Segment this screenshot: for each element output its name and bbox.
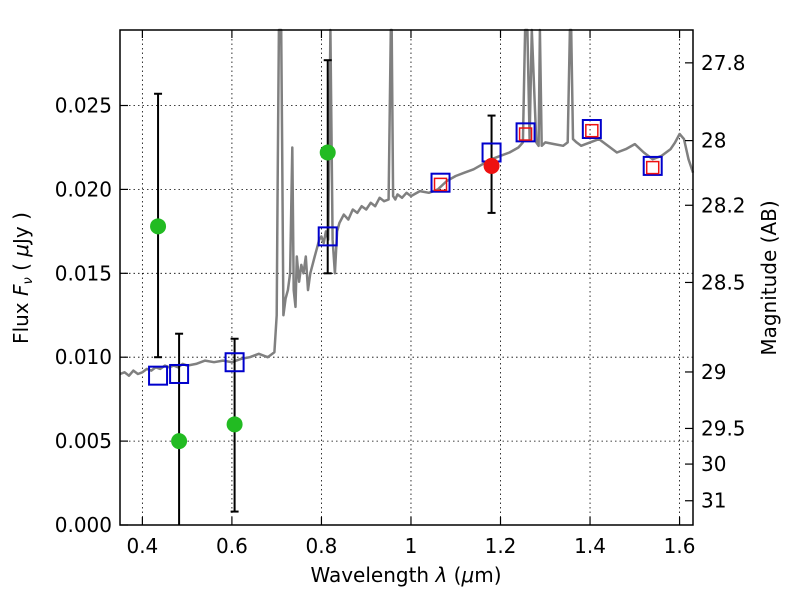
x-axis-label: Wavelength λ (μm)	[310, 563, 501, 587]
observed-green-point	[319, 144, 336, 161]
y-tick-label: 0.020	[55, 177, 112, 201]
x-tick-label: 1.6	[664, 534, 696, 558]
model-square	[581, 119, 602, 139]
x-tick-label: 1.4	[574, 534, 606, 558]
plot-frame	[119, 29, 694, 526]
y-tick-label: 0.000	[55, 513, 112, 537]
mag-ticks: 27.8 28 28.2 28.5 29 29.5 30 31	[685, 51, 746, 513]
model-square	[430, 172, 451, 193]
markers	[148, 119, 663, 450]
model-square	[148, 365, 169, 386]
mag-tick-label: 29	[701, 360, 726, 384]
model-square	[224, 352, 245, 373]
y-tick-label: 0.025	[55, 94, 112, 118]
y-tick-label: 0.005	[55, 429, 112, 453]
observed-red-point	[483, 157, 500, 174]
model-square	[515, 122, 536, 143]
mag-tick-label: 31	[701, 489, 726, 513]
y-tick-label: 0.010	[55, 345, 112, 369]
model-spectrum	[119, 28, 695, 377]
x-tick-label: 0.8	[306, 534, 338, 558]
x-tick-label: 0.6	[216, 534, 248, 558]
x-tick-label: 1	[405, 534, 418, 558]
mag-tick-label: 28.2	[701, 193, 746, 217]
observed-green-point	[150, 218, 167, 235]
y-ticks: 0.000 0.005 0.010 0.015 0.020 0.025	[55, 94, 128, 537]
x-tick-label: 1.2	[485, 534, 517, 558]
grid	[120, 30, 693, 525]
model-square	[642, 155, 663, 176]
model-square	[317, 226, 338, 247]
x-tick-label: 0.4	[126, 534, 158, 558]
mag-tick-label: 27.8	[701, 51, 746, 75]
observed-red-square	[518, 127, 533, 141]
model-square	[169, 363, 190, 384]
observed-red-square	[585, 123, 599, 138]
observed-red-square	[433, 177, 448, 192]
observed-green-point	[171, 433, 188, 450]
magnitude-axis-label: Magnitude (AB)	[757, 200, 781, 355]
observed-red-square	[645, 160, 660, 175]
x-ticks: 0.4 0.6 0.8 1 1.2 1.4 1.6	[126, 30, 695, 558]
y-axis-label: Flux Fν ( μJy )	[9, 212, 36, 344]
mag-tick-label: 28	[701, 129, 726, 153]
spectrum-line	[119, 28, 695, 377]
y-tick-label: 0.015	[55, 261, 112, 285]
mag-tick-label: 30	[701, 452, 726, 476]
observed-green-point	[226, 416, 243, 433]
mag-tick-label: 28.5	[701, 270, 746, 294]
plot-background	[120, 30, 693, 525]
mag-tick-label: 29.5	[701, 416, 746, 440]
